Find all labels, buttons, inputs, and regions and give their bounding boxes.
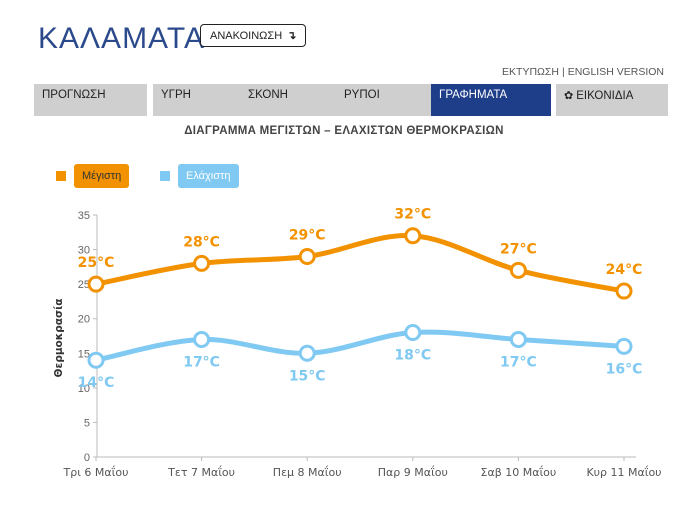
tab-label: ΡΥΠΟΙ	[344, 89, 380, 101]
data-label: 15°C	[289, 368, 326, 384]
page-title: ΚΑΛΑΜΑΤΑ	[38, 22, 205, 55]
data-label: 14°C	[78, 375, 115, 391]
data-point[interactable]	[193, 330, 211, 348]
legend-min-label: Ελάχιστη	[178, 164, 239, 188]
x-tick-label: Παρ 9 Μαΐου	[378, 465, 448, 479]
y-tick-label: 25	[78, 279, 90, 291]
x-tick-label: Τετ 7 Μαΐου	[167, 465, 235, 479]
tab-label: ΣΚΟΝΗ	[248, 89, 288, 101]
announcement-label: ΑΝΑΚΟΙΝΩΣΗ	[210, 29, 283, 42]
x-tick-label: Σαβ 10 Μαΐου	[481, 465, 557, 479]
data-label: 18°C	[394, 348, 431, 364]
y-tick-label: 30	[78, 245, 90, 257]
tab-label: ΕΙΚΟΝΙΔΙΑ	[576, 90, 634, 102]
data-label: 27°C	[500, 241, 537, 257]
tab-label: ΠΡΟΓΝΩΣΗ	[42, 89, 106, 101]
data-point[interactable]	[87, 351, 105, 369]
series-line-max	[93, 233, 627, 294]
y-tick-label: 20	[78, 314, 90, 326]
tab-dust[interactable]: ΣΚΟΝΗ	[240, 84, 353, 116]
legend-min-swatch	[160, 171, 170, 181]
tab-pollutants[interactable]: ΡΥΠΟΙ	[336, 84, 449, 116]
data-label: 24°C	[606, 262, 643, 278]
chart-title: ΔΙΑΓΡΑΜΜΑ ΜΕΓΙΣΤΩΝ – ΕΛΑΧΙΣΤΩΝ ΘΕΡΜΟΚΡΑΣ…	[184, 125, 504, 137]
tab-label: ΓΡΑΦΗΜΑΤΑ	[439, 89, 508, 101]
legend-max-swatch	[56, 171, 66, 181]
y-tick-label: 15	[78, 348, 90, 360]
x-tick-label: Τρι 6 Μαΐου	[63, 465, 129, 479]
y-tick-label: 35	[78, 210, 90, 222]
data-point[interactable]	[509, 261, 527, 279]
data-point[interactable]	[298, 344, 316, 362]
data-point[interactable]	[298, 247, 316, 265]
gear-icon: ✿	[564, 90, 574, 102]
data-point[interactable]	[509, 330, 527, 348]
top-links: ΕΚΤΥΠΩΣΗ | ENGLISH VERSION	[502, 66, 664, 78]
arrow-down-icon: ↴	[287, 30, 297, 42]
data-label: 32°C	[394, 207, 431, 223]
series-line-min	[93, 329, 627, 363]
english-version-link[interactable]: ENGLISH VERSION	[567, 66, 664, 78]
data-point[interactable]	[87, 275, 105, 293]
data-label: 17°C	[500, 354, 537, 370]
data-point[interactable]	[615, 337, 633, 355]
data-point[interactable]	[404, 227, 422, 245]
legend-max-label: Μέγιστη	[74, 164, 130, 188]
y-tick-label: 0	[84, 452, 90, 464]
print-link[interactable]: ΕΚΤΥΠΩΣΗ	[502, 66, 559, 78]
y-tick-label: 5	[84, 417, 90, 429]
announcement-button[interactable]: ΑΝΑΚΟΙΝΩΣΗ ↴	[200, 24, 307, 47]
link-separator: |	[561, 66, 565, 78]
y-axis-title: Θερμοκρασία	[53, 299, 65, 378]
tab-label: ΥΓΡΗ	[161, 89, 191, 101]
data-label: 25°C	[78, 255, 115, 271]
data-label: 28°C	[183, 234, 220, 250]
y-tick-label: 10	[78, 383, 90, 395]
tab-forecast[interactable]: ΠΡΟΓΝΩΣΗ	[34, 84, 147, 116]
tab-charts[interactable]: ΓΡΑΦΗΜΑΤΑ	[431, 84, 551, 116]
data-point[interactable]	[404, 324, 422, 342]
legend-max[interactable]: Μέγιστη	[56, 164, 130, 188]
x-tick-label: Πεμ 8 Μαΐου	[273, 465, 342, 479]
data-point[interactable]	[615, 282, 633, 300]
tab-icons[interactable]: ✿ ΕΙΚΟΝΙΔΙΑ	[556, 84, 668, 116]
data-label: 16°C	[606, 361, 643, 377]
legend-min[interactable]: Ελάχιστη	[160, 164, 239, 188]
data-label: 29°C	[289, 227, 326, 243]
data-point[interactable]	[193, 254, 211, 272]
x-tick-label: Κυρ 11 Μαΐου	[586, 465, 661, 479]
data-label: 17°C	[183, 354, 220, 370]
